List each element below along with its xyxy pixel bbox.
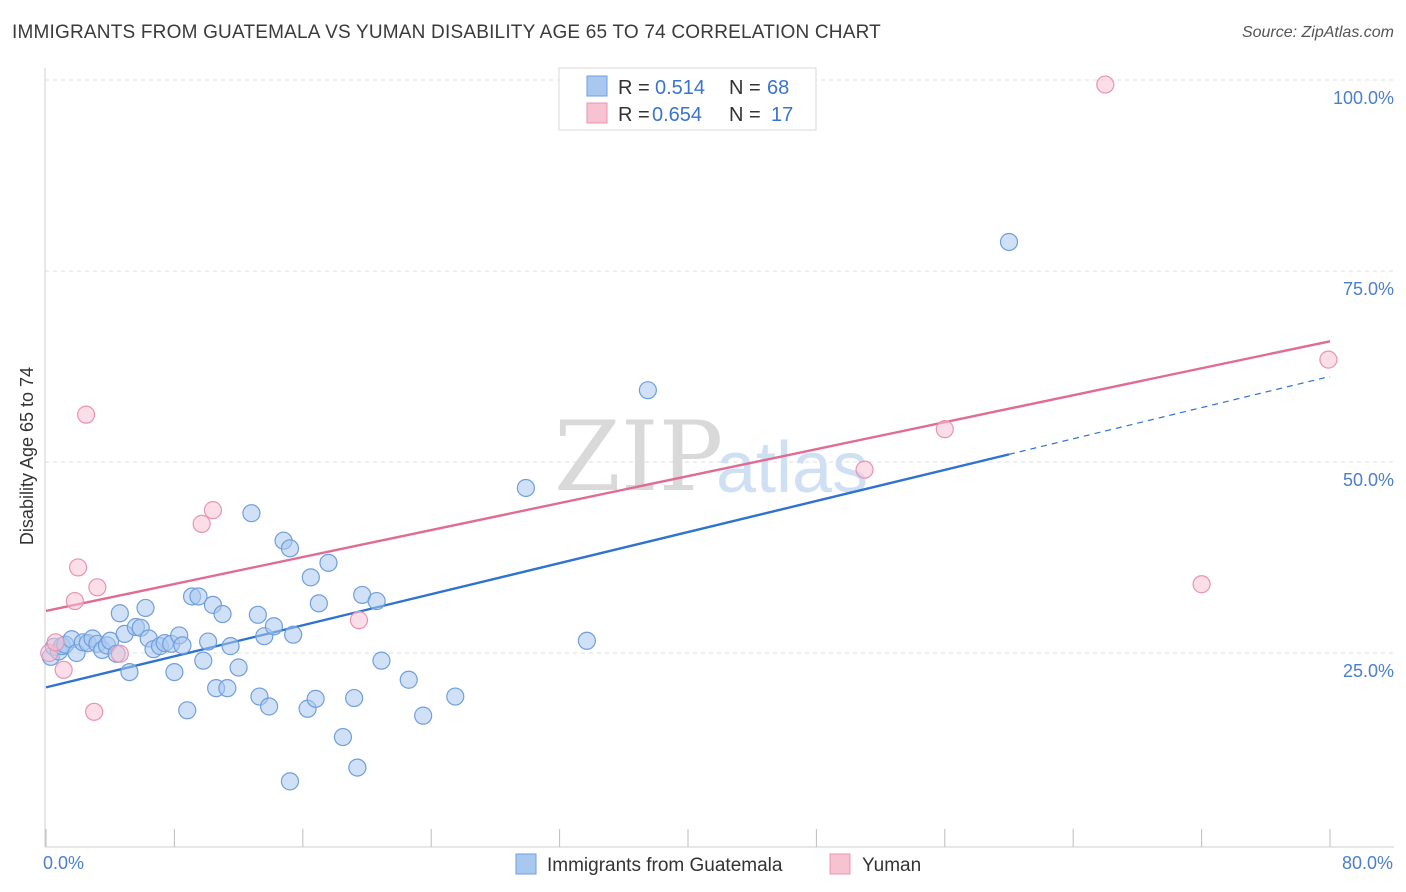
guatemala-point [446,687,465,706]
yuman-point [192,514,211,533]
y-tick-label: 25.0% [1343,661,1394,681]
guatemala-trend-extension [1008,375,1331,455]
yuman-point [349,611,369,630]
guatemala-point [264,617,284,636]
yuman-point [68,558,88,577]
watermark: ZIP atlas [554,401,868,513]
axes [44,68,1394,848]
grid-lines [45,79,1394,654]
guatemala-point [199,632,218,651]
data-points [40,75,1338,791]
guatemala-point [345,688,364,708]
bottom-legend-label-blue: Immigrants from Guatemala [547,855,783,876]
legend-r-value-1: 0.514 [655,77,705,99]
guatemala-point [248,605,267,624]
guatemala-point [638,381,657,400]
legend-n-value-2: 17 [771,104,793,126]
source-label: Source: ZipAtlas.com [1241,24,1394,41]
guatemala-point [189,587,208,606]
legend-n-value-1: 68 [767,77,789,99]
x-tick-label: 80.0% [1342,853,1393,873]
guatemala-point [367,591,386,611]
guatemala-point [173,636,192,655]
bottom-legend-swatch-pink [829,853,851,875]
guatemala-point [414,706,433,725]
guatemala-point [213,604,232,624]
guatemala-point [999,232,1019,252]
legend-swatch-blue [586,75,608,97]
guatemala-point [284,625,303,644]
legend-n-label-1: N = [729,77,761,99]
legend-r-value-2: 0.654 [652,104,702,126]
guatemala-point [165,662,184,682]
guatemala-point [259,697,279,716]
yuman-point [85,702,104,721]
watermark-zip: ZIP [554,401,723,513]
guatemala-point [348,758,367,777]
guatemala-point [516,478,535,498]
guatemala-point [178,701,197,720]
guatemala-point [280,539,300,558]
yuman-point [1096,75,1115,94]
guatemala-point [218,679,237,698]
legend-r-label-2: R = [618,104,650,126]
guatemala-point [229,658,248,677]
x-tick-labels: 0.0% 80.0% [43,853,1393,873]
guatemala-point [242,504,261,523]
bottom-legend-label-pink: Yuman [862,855,921,876]
guatemala-point [333,727,353,747]
guatemala-point [221,637,240,656]
guatemala-point [577,631,596,650]
yuman-point [77,405,96,424]
guatemala-point [309,594,328,613]
guatemala-point [306,689,325,708]
yuman-point [65,591,84,611]
guatemala-point [301,568,320,587]
guatemala-point [110,604,129,623]
y-tick-labels: 25.0% 50.0% 75.0% 100.0% [1333,88,1394,681]
yuman-point [54,660,73,679]
yuman-point [1192,575,1211,594]
guatemala-point [136,598,155,618]
y-tick-label: 75.0% [1343,279,1394,299]
yuman-point [110,644,129,663]
guatemala-point [319,553,338,572]
yuman-point [88,578,107,597]
y-axis-title: Disability Age 65 to 74 [17,367,37,545]
trend-lines [45,340,1331,689]
y-tick-label: 50.0% [1343,470,1394,490]
yuman-point [203,501,223,520]
yuman-trend-line [45,340,1331,613]
guatemala-point [372,651,391,670]
legend-swatch-pink [586,102,608,124]
guatemala-point [120,662,139,682]
chart-title: IMMIGRANTS FROM GUATEMALA VS YUMAN DISAB… [12,22,881,43]
yuman-point [46,633,65,652]
bottom-legend-swatch-blue [515,853,537,875]
legend-r-label-1: R = [618,77,650,99]
x-tick-label: 0.0% [43,853,84,873]
yuman-point [935,420,954,439]
legend-n-label-2: N = [729,104,761,126]
guatemala-point [280,772,300,791]
yuman-point [855,460,874,479]
bottom-legend: Immigrants from Guatemala Yuman [515,853,921,876]
y-tick-label: 100.0% [1333,88,1394,108]
top-legend: R = 0.514 N = 68 R = 0.654 N = 17 [558,67,817,131]
watermark-atlas: atlas [716,428,868,508]
guatemala-point [194,651,213,670]
yuman-point [1319,350,1338,369]
guatemala-point [399,670,418,689]
